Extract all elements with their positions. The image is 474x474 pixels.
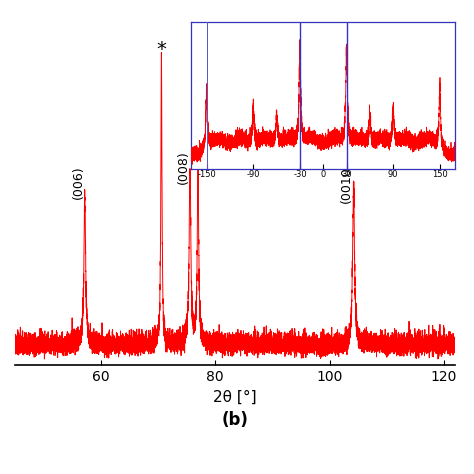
Text: (006): (006) <box>72 166 84 200</box>
X-axis label: 2θ [°]: 2θ [°] <box>213 390 257 404</box>
Text: (b): (b) <box>222 410 249 428</box>
Text: (008): (008) <box>177 150 190 184</box>
Text: *: * <box>156 40 166 59</box>
Text: (0010): (0010) <box>340 161 353 202</box>
